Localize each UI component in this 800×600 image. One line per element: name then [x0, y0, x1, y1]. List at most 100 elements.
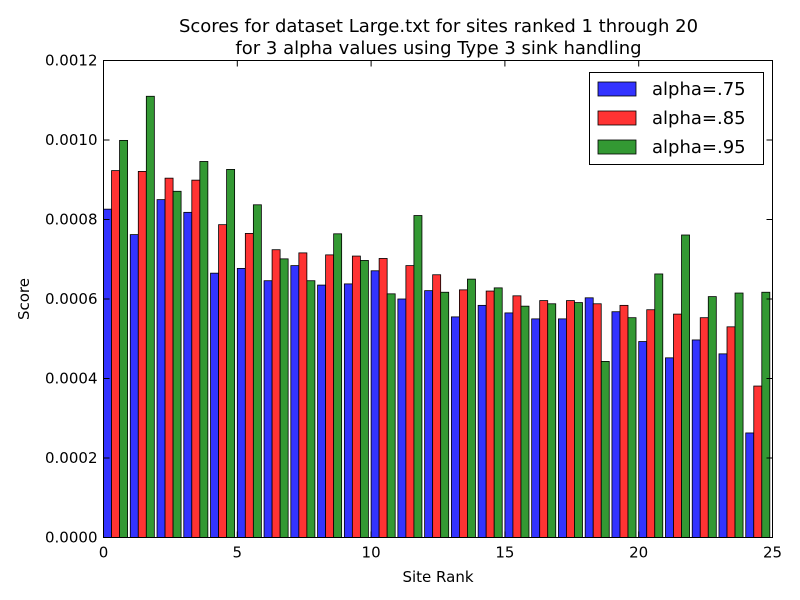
bar-3-12	[413, 215, 423, 538]
y-tick-label: 0.0004	[45, 370, 98, 388]
bar-2-16	[512, 295, 522, 538]
bar-1-22	[665, 357, 674, 538]
bar-3-7	[279, 258, 289, 538]
x-tick-label: 25	[763, 544, 782, 562]
bar-2-12	[405, 265, 415, 538]
bar-2-6	[244, 233, 254, 538]
y-axis-label: Score	[15, 278, 33, 320]
bar-3-24	[734, 292, 744, 538]
bar-1-24	[718, 353, 728, 538]
y-tick-label: 0.0010	[45, 131, 98, 149]
bar-2-25	[753, 385, 763, 538]
bar-2-11	[378, 258, 388, 538]
bar-1-10	[343, 283, 353, 538]
legend-swatch-3	[597, 139, 637, 155]
chart-title-line-1: Scores for dataset Large.txt for sites r…	[179, 16, 698, 37]
x-tick-label: 0	[99, 544, 109, 562]
bar-3-20	[627, 317, 637, 538]
bar-3-19	[600, 361, 610, 538]
x-tick-label: 10	[362, 544, 381, 562]
bar-1-16	[504, 312, 514, 538]
bar-1-17	[531, 318, 541, 538]
bar-1-21	[638, 341, 648, 538]
legend-swatch-2	[597, 110, 637, 126]
bar-2-17	[539, 300, 549, 538]
y-tick-label: 0.0012	[45, 52, 98, 70]
bar-2-13	[432, 274, 442, 538]
bar-1-18	[558, 318, 567, 538]
bar-2-5	[218, 224, 227, 538]
bar-2-7	[271, 249, 281, 538]
bar-1-14	[450, 316, 460, 538]
bar-2-3	[164, 177, 174, 538]
bar-2-19	[592, 303, 602, 538]
bar-3-2	[145, 95, 155, 538]
legend-label-1: alpha=.75	[652, 79, 746, 100]
bar-1-8	[290, 265, 300, 538]
bar-2-4	[191, 179, 201, 538]
bar-1-1	[103, 208, 112, 538]
bar-2-14	[459, 289, 468, 538]
bar-3-15	[493, 287, 503, 538]
bar-3-10	[359, 260, 369, 538]
bar-3-6	[252, 204, 262, 538]
bar-3-4	[199, 161, 209, 538]
bar-1-2	[129, 234, 139, 538]
chart-title-line-2: for 3 alpha values using Type 3 sink han…	[235, 38, 641, 59]
bar-1-7	[263, 280, 273, 538]
bar-1-6	[236, 267, 246, 538]
bar-1-19	[584, 297, 594, 538]
bar-2-21	[646, 309, 656, 538]
bar-1-4	[183, 211, 193, 538]
y-tick-label: 0.0008	[45, 211, 98, 229]
bar-1-11	[370, 270, 380, 538]
bar-3-16	[520, 305, 530, 538]
bar-3-25	[761, 291, 771, 538]
x-tick-label: 5	[233, 544, 243, 562]
x-tick-label: 20	[629, 544, 648, 562]
bar-1-20	[611, 311, 621, 538]
bar-3-17	[547, 303, 557, 538]
x-axis-label: Site Rank	[402, 568, 473, 586]
bar-2-24	[726, 326, 736, 538]
bar-2-8	[298, 252, 308, 538]
bar-3-18	[574, 302, 583, 538]
bar-1-13	[424, 290, 434, 538]
bar-3-23	[707, 296, 717, 538]
bar-2-1	[111, 170, 120, 538]
bar-2-2	[137, 171, 147, 538]
bar-1-15	[477, 304, 487, 538]
x-tick-label: 15	[495, 544, 514, 562]
bar-3-9	[333, 233, 343, 538]
bar-2-18	[566, 300, 575, 538]
legend-label-3: alpha=.95	[652, 137, 746, 158]
bar-1-9	[317, 284, 327, 538]
bar-3-5	[226, 169, 236, 538]
legend: alpha=.75 alpha=.85 alpha=.95	[589, 72, 764, 165]
bar-3-3	[172, 190, 182, 538]
ticks-group: 0 5 10 15 20 25 0.0000 0.0002 0.0004 0.0006 0.0008…	[45, 52, 782, 562]
bar-1-5	[210, 272, 219, 538]
bar-3-14	[467, 278, 476, 538]
bar-2-10	[351, 255, 361, 538]
legend-swatch-1	[597, 81, 637, 97]
bar-2-22	[673, 313, 682, 538]
bar-2-20	[619, 304, 629, 538]
bar-3-13	[440, 291, 450, 538]
bar-1-23	[691, 339, 701, 538]
bar-1-12	[397, 298, 407, 538]
bar-2-23	[699, 317, 709, 538]
y-tick-label: 0.0006	[45, 290, 98, 308]
bar-3-21	[654, 273, 664, 538]
plot-frame	[103, 60, 773, 538]
bar-3-1	[119, 139, 128, 538]
y-tick-label: 0.0002	[45, 449, 98, 467]
bar-3-22	[681, 234, 690, 538]
bars-group	[103, 95, 771, 538]
bar-1-3	[156, 199, 166, 538]
y-tick-label: 0.0000	[45, 529, 98, 547]
bar-1-25	[745, 432, 755, 538]
bar-2-9	[325, 254, 335, 538]
bar-3-11	[386, 293, 396, 538]
